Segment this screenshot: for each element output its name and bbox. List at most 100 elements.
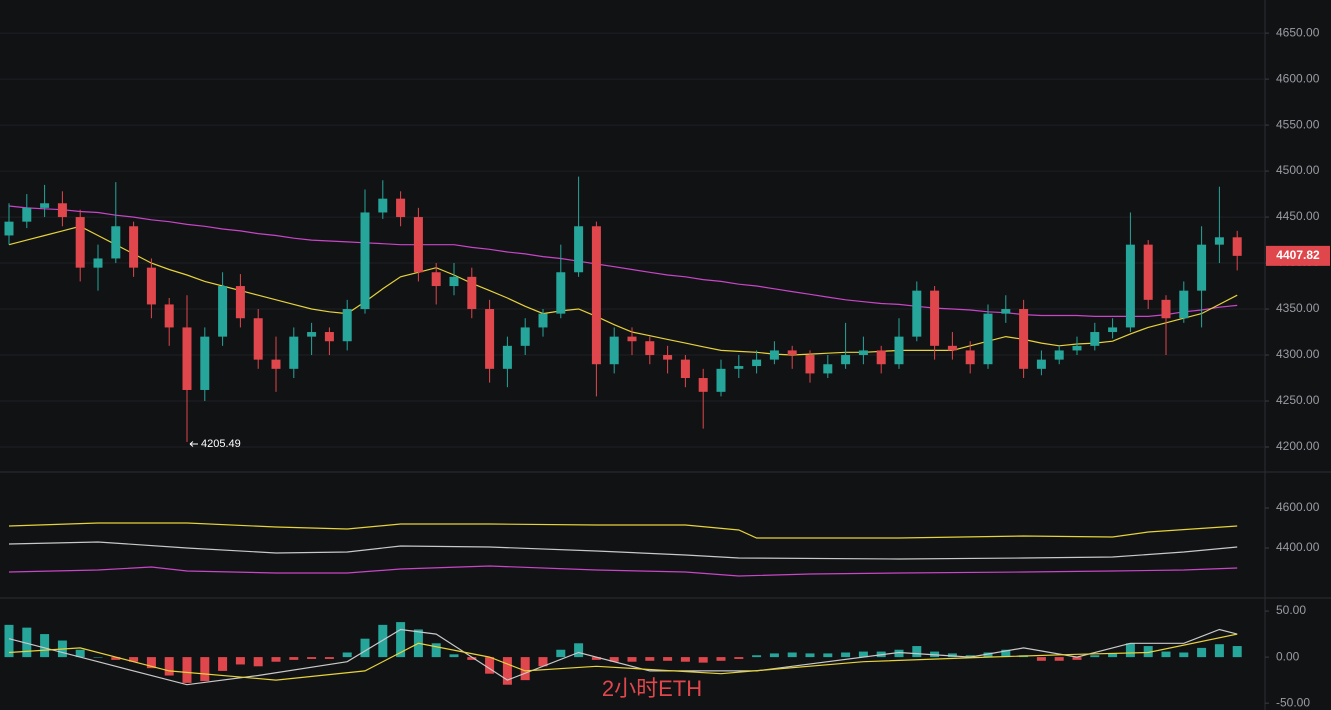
candle-body bbox=[218, 286, 228, 337]
histogram-bar bbox=[627, 657, 637, 662]
line-series bbox=[8, 205, 1238, 317]
candle-body bbox=[485, 309, 495, 369]
candle-body bbox=[787, 350, 797, 356]
candle-body bbox=[253, 318, 263, 360]
histogram-bar bbox=[4, 624, 14, 658]
candle-body bbox=[1125, 244, 1135, 328]
histogram-bar bbox=[324, 657, 334, 659]
candle-body bbox=[663, 355, 673, 360]
candle-body bbox=[235, 286, 245, 319]
histogram-bar bbox=[360, 638, 370, 658]
histogram-bar bbox=[1179, 652, 1189, 658]
histogram-bar bbox=[111, 657, 121, 660]
candle-body bbox=[680, 359, 690, 379]
candle-body bbox=[182, 327, 192, 390]
candle-body bbox=[805, 355, 815, 374]
histogram-bar bbox=[235, 657, 245, 665]
histogram-bar bbox=[1232, 646, 1242, 658]
histogram-bar bbox=[449, 654, 459, 658]
y-tick-label: 4400.00 bbox=[1276, 540, 1320, 554]
histogram-bar bbox=[1197, 647, 1207, 658]
histogram-bar bbox=[1090, 655, 1100, 658]
y-tick-label: 4650.00 bbox=[1276, 25, 1320, 39]
candle-body bbox=[876, 350, 886, 365]
candle-body bbox=[556, 272, 566, 314]
candle-body bbox=[1197, 244, 1207, 291]
candle-body bbox=[502, 345, 512, 369]
candle-body bbox=[1179, 290, 1189, 319]
candle-body bbox=[609, 336, 619, 365]
histogram-bar bbox=[75, 649, 85, 658]
candle-body bbox=[40, 203, 50, 208]
histogram-bar bbox=[591, 657, 601, 660]
candle-body bbox=[360, 212, 370, 310]
candle-body bbox=[467, 276, 477, 310]
candle-body bbox=[1232, 237, 1242, 256]
histogram-bar bbox=[218, 657, 228, 671]
line-series bbox=[8, 225, 1238, 356]
candle-body bbox=[307, 332, 317, 337]
histogram-bar bbox=[129, 657, 139, 662]
candle-body bbox=[1036, 359, 1046, 369]
candle-body bbox=[342, 309, 352, 342]
y-tick-label: 4600.00 bbox=[1276, 500, 1320, 514]
histogram-bar bbox=[805, 653, 815, 658]
candle-body bbox=[591, 226, 601, 365]
candle-body bbox=[894, 336, 904, 365]
candle-body bbox=[752, 359, 762, 367]
candle-body bbox=[698, 378, 708, 392]
histogram-bar bbox=[947, 653, 957, 658]
histogram-bar bbox=[467, 657, 477, 660]
histogram-bar bbox=[965, 655, 975, 658]
histogram-bar bbox=[502, 657, 512, 685]
low-arrow bbox=[189, 441, 198, 447]
line-series bbox=[8, 633, 1238, 681]
histogram-bar bbox=[253, 657, 263, 667]
histogram-bar bbox=[431, 643, 441, 658]
histogram-bar bbox=[396, 622, 406, 658]
histogram-bar bbox=[1108, 653, 1118, 658]
y-tick-label: 4600.00 bbox=[1276, 71, 1320, 85]
histogram-bar bbox=[1125, 643, 1135, 658]
histogram-bar bbox=[663, 657, 673, 661]
candle-body bbox=[271, 359, 281, 369]
candle-body bbox=[289, 336, 299, 369]
histogram-bar bbox=[538, 657, 548, 667]
candle-body bbox=[1054, 350, 1064, 360]
histogram-bar bbox=[858, 651, 868, 658]
candle-body bbox=[1143, 244, 1153, 300]
y-tick-label: 4200.00 bbox=[1276, 439, 1320, 453]
candle-body bbox=[1090, 332, 1100, 346]
histogram-bar bbox=[342, 652, 352, 658]
histogram-bar bbox=[787, 652, 797, 658]
histogram-bar bbox=[698, 657, 708, 663]
candle-body bbox=[930, 290, 940, 346]
candle-body bbox=[1108, 327, 1118, 333]
histogram-bar bbox=[645, 657, 655, 661]
candle-body bbox=[858, 350, 868, 356]
candle-body bbox=[983, 313, 993, 365]
histogram-bar bbox=[164, 657, 174, 676]
candle-body bbox=[912, 290, 922, 337]
histogram-bar bbox=[93, 657, 103, 658]
histogram-bar bbox=[574, 643, 584, 658]
y-tick-label: 4450.00 bbox=[1276, 209, 1320, 223]
histogram-bar bbox=[1161, 651, 1171, 658]
candle-body bbox=[645, 341, 655, 356]
line-series bbox=[8, 541, 1238, 560]
candle-body bbox=[378, 198, 388, 213]
candle-body bbox=[947, 345, 957, 351]
candle-body bbox=[769, 350, 779, 360]
histogram-bar bbox=[716, 657, 726, 661]
histogram-bar bbox=[769, 653, 779, 658]
candle-body bbox=[538, 313, 548, 328]
candle-body bbox=[823, 364, 833, 374]
histogram-bar bbox=[841, 652, 851, 658]
y-tick-label: -50.00 bbox=[1276, 695, 1310, 709]
candle-body bbox=[57, 203, 67, 218]
candle-body bbox=[413, 217, 423, 273]
histogram-bar bbox=[1036, 657, 1046, 661]
histogram-bar bbox=[912, 646, 922, 658]
y-tick-label: 4350.00 bbox=[1276, 301, 1320, 315]
histogram-bar bbox=[289, 657, 299, 660]
